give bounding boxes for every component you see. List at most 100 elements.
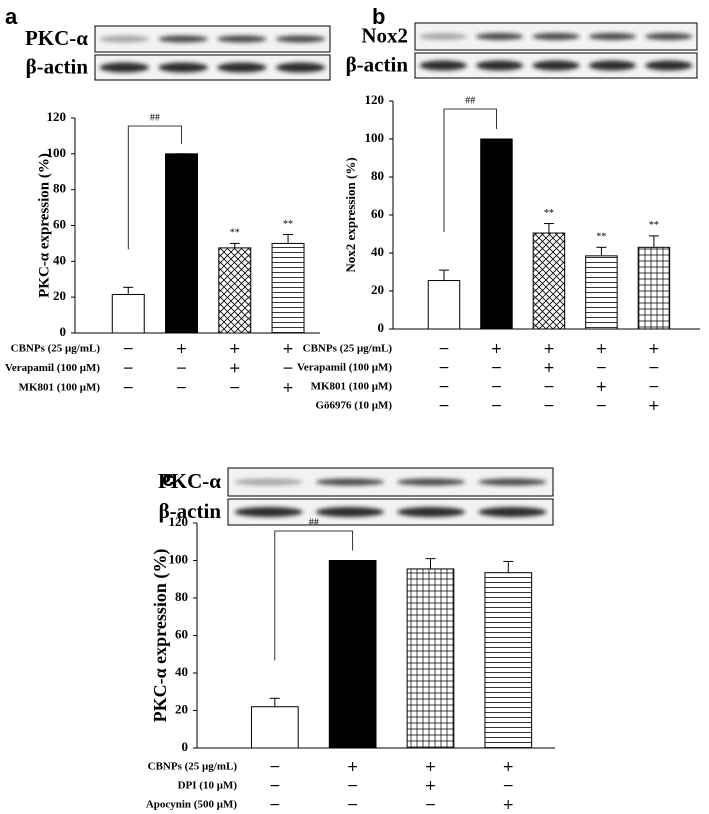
significance-mark: ** [649, 220, 659, 231]
y-tick-label: 120 [169, 514, 189, 529]
treatment-sign: − [438, 360, 450, 376]
treatment-sign: − [596, 398, 608, 414]
treatment-sign: + [648, 398, 660, 414]
treatment-sign: − [347, 778, 359, 794]
y-tick-label: 40 [175, 664, 188, 679]
treatment-name: DPI (10 μM) [178, 780, 238, 792]
treatment-sign: − [282, 361, 294, 377]
treatment-sign: − [425, 797, 437, 813]
treatment-sign: + [425, 778, 437, 794]
significance-bracket [443, 108, 497, 233]
blot-band [419, 60, 467, 71]
blot-label: PKC-α [25, 26, 88, 50]
bar [271, 242, 305, 334]
significance-mark: ** [283, 219, 293, 230]
treatment-sign: + [229, 361, 241, 377]
treatment-sign: − [502, 778, 514, 794]
bar [218, 247, 252, 334]
y-axis-label: PKC-α expression (%) [150, 549, 171, 723]
blot-band [158, 35, 208, 43]
treatment-sign: − [438, 398, 450, 414]
significance-mark: ** [596, 232, 606, 243]
treatment-name: Apocynin (500 μM) [146, 799, 238, 811]
blot-label: β-actin [346, 52, 409, 76]
y-tick-label: 100 [169, 551, 189, 566]
treatment-sign: − [269, 797, 281, 813]
y-tick-label: 40 [371, 244, 384, 259]
treatment-sign: + [491, 341, 503, 357]
treatment-sign: + [229, 341, 241, 357]
blot-band [475, 60, 524, 71]
treatment-sign: − [438, 341, 450, 357]
treatment-sign: − [491, 360, 503, 376]
y-tick-label: 120 [365, 92, 385, 107]
blot-band [397, 507, 466, 517]
y-tick-label: 0 [378, 320, 385, 335]
treatment-sign: + [596, 379, 608, 395]
treatment-sign: − [596, 360, 608, 376]
y-tick-label: 20 [371, 282, 384, 297]
blot-band [419, 33, 467, 40]
treatment-sign: + [282, 380, 294, 396]
blot-band [588, 60, 637, 71]
bar [484, 572, 533, 749]
treatment-sign: − [269, 759, 281, 775]
blot-band [397, 478, 466, 486]
y-tick-label: 80 [53, 181, 66, 196]
bar [480, 138, 513, 330]
y-tick-label: 60 [53, 216, 66, 231]
blot-label: β-actin [159, 499, 222, 523]
y-tick-label: 80 [371, 168, 384, 183]
blot-band [275, 35, 326, 43]
y-tick-label: 0 [60, 324, 67, 339]
blot-band [217, 62, 267, 73]
bar [406, 568, 455, 749]
blot-band [217, 35, 267, 43]
treatment-sign: − [347, 797, 359, 813]
treatment-sign: − [543, 379, 555, 395]
bar [250, 706, 299, 749]
bar [328, 560, 377, 749]
treatment-sign: + [282, 341, 294, 357]
panel-label: b [372, 4, 385, 29]
treatment-name: MK801 (100 μM) [311, 381, 393, 393]
blot-band [99, 62, 150, 73]
significance-mark: ** [230, 228, 240, 239]
significance-mark: ** [544, 208, 554, 219]
treatment-sign: + [176, 341, 188, 357]
treatment-sign: + [543, 360, 555, 376]
panel-label: a [5, 4, 18, 29]
blot-band [234, 478, 303, 486]
bar [427, 280, 461, 330]
blot-label: PKC-α [158, 469, 221, 493]
y-tick-label: 80 [175, 589, 188, 604]
y-axis-label: Nox2 expression (%) [343, 157, 358, 272]
y-tick-label: 60 [175, 626, 188, 641]
treatment-sign: + [648, 341, 660, 357]
panel-label: c [162, 466, 174, 491]
treatment-name: Verapamil (100 μM) [297, 362, 392, 374]
blot-label: Nox2 [361, 23, 408, 47]
blot-band [475, 33, 524, 40]
significance-bracket [127, 125, 182, 250]
treatment-name: CBNPs (25 μg/mL) [148, 761, 238, 773]
blot-band [275, 62, 326, 73]
bar [532, 232, 566, 330]
treatment-sign: + [502, 797, 514, 813]
significance-bracket [274, 530, 354, 661]
bar [585, 255, 618, 330]
blot-band [588, 33, 637, 40]
blot-band [645, 60, 693, 71]
treatment-sign: − [438, 379, 450, 395]
blot-label: β-actin [26, 54, 89, 78]
y-tick-label: 40 [53, 252, 66, 267]
bracket-label: ## [465, 95, 475, 106]
treatment-sign: − [491, 398, 503, 414]
blot-band [478, 478, 547, 486]
bar [165, 153, 198, 334]
treatment-sign: − [543, 398, 555, 414]
y-tick-label: 120 [47, 109, 67, 124]
treatment-sign: + [543, 341, 555, 357]
y-tick-label: 60 [371, 206, 384, 221]
